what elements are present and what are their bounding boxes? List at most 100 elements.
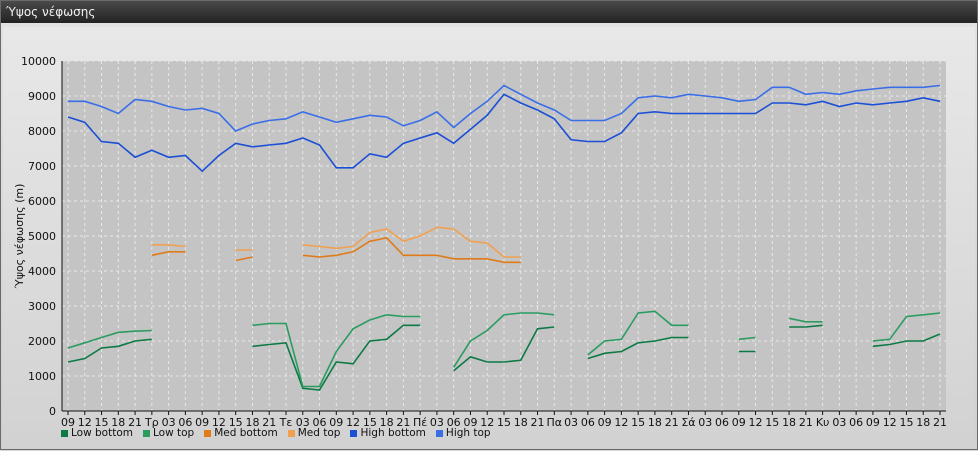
- y-tick-label: 5000: [28, 230, 56, 243]
- series-line-low-top: [453, 312, 555, 368]
- x-tick-label: 09: [329, 416, 343, 429]
- y-tick-label: 10000: [21, 55, 56, 68]
- x-tick-label: 03: [564, 416, 578, 429]
- x-tick-label: 03: [698, 416, 712, 429]
- x-tick-label: 06: [178, 416, 192, 429]
- x-tick-label: 18: [514, 416, 528, 429]
- x-tick-label: Τρ: [144, 416, 159, 429]
- legend-label: High top: [445, 427, 491, 439]
- x-tick-label: 09: [732, 416, 746, 429]
- series-line-low-top: [788, 317, 823, 323]
- x-tick-label: Κυ: [816, 416, 830, 429]
- x-tick-label: 15: [95, 416, 109, 429]
- legend-item[interactable]: Low top: [143, 427, 194, 439]
- y-tick-label: 8000: [28, 125, 56, 138]
- x-tick-label: 18: [782, 416, 796, 429]
- x-tick-label: 15: [363, 416, 377, 429]
- x-tick-label: 21: [128, 416, 142, 429]
- x-tick-label: 12: [749, 416, 763, 429]
- x-tick-label: 18: [111, 416, 125, 429]
- series-line-high-top: [68, 84, 941, 132]
- x-tick-label: 09: [598, 416, 612, 429]
- x-tick-label: 15: [765, 416, 779, 429]
- x-tick-label: 12: [614, 416, 628, 429]
- x-tick-label: 12: [212, 416, 226, 429]
- series-line-low-top: [872, 312, 941, 342]
- x-tick-label: Σά: [681, 416, 695, 429]
- legend-swatch: [350, 429, 358, 437]
- x-tick-label: 21: [665, 416, 679, 429]
- x-tick-label: 03: [832, 416, 846, 429]
- y-tick-label: 9000: [28, 90, 56, 103]
- legend-swatch: [61, 429, 68, 437]
- series-line-low-bottom: [587, 336, 689, 360]
- legend-item[interactable]: High bottom: [350, 427, 426, 439]
- legend-item[interactable]: Low bottom: [61, 427, 133, 439]
- series-line-med-bottom: [302, 236, 521, 264]
- legend-label: Med bottom: [214, 427, 278, 439]
- legend-item[interactable]: Med top: [287, 427, 341, 439]
- x-tick-label: 21: [799, 416, 813, 429]
- x-tick-label: 09: [195, 416, 209, 429]
- x-tick-label: 18: [648, 416, 662, 429]
- y-tick-label: 0: [49, 405, 56, 418]
- series-line-med-bottom: [235, 256, 253, 262]
- x-tick-label: 18: [245, 416, 259, 429]
- x-tick-label: 03: [296, 416, 310, 429]
- x-tick-label: 21: [531, 416, 545, 429]
- x-tick-label: Πα: [547, 416, 563, 429]
- legend-label: Med top: [297, 427, 341, 439]
- legend-swatch: [204, 429, 212, 437]
- x-tick-label: 06: [849, 416, 863, 429]
- series-line-med-top: [151, 244, 186, 248]
- chart-legend: Low bottom Low top Med bottom Med top High b…: [61, 427, 491, 439]
- x-tick-label: Τε: [279, 416, 293, 429]
- x-tick-label: 15: [631, 416, 645, 429]
- x-tick-label: 15: [899, 416, 913, 429]
- series-line-med-top: [302, 226, 521, 258]
- legend-label: Low top: [153, 427, 195, 439]
- series-line-low-bottom: [252, 324, 421, 391]
- x-tick-label: Πέ: [413, 416, 427, 429]
- y-tick-label: 3000: [28, 300, 56, 313]
- x-tick-label: 12: [883, 416, 897, 429]
- x-tick-label: 06: [447, 416, 461, 429]
- legend-item[interactable]: High top: [435, 427, 491, 439]
- x-tick-label: 09: [61, 416, 75, 429]
- y-tick-label: 1000: [28, 370, 56, 383]
- x-tick-label: 18: [916, 416, 930, 429]
- series-line-low-bottom: [453, 326, 555, 372]
- series-line-high-bottom: [67, 93, 941, 173]
- x-tick-label: 15: [229, 416, 243, 429]
- legend-label: Low bottom: [71, 427, 133, 439]
- series-line-low-bottom: [789, 324, 823, 328]
- y-tick-label: 7000: [28, 160, 56, 173]
- x-tick-label: 06: [581, 416, 595, 429]
- series-line-low-top: [67, 329, 152, 349]
- x-tick-label: 12: [480, 416, 494, 429]
- legend-swatch: [287, 429, 295, 437]
- series-line-low-bottom: [67, 338, 152, 363]
- legend-item[interactable]: Med bottom: [204, 427, 278, 439]
- x-tick-label: 21: [262, 416, 276, 429]
- series-line-low-bottom: [872, 333, 941, 348]
- y-tick-label: 4000: [28, 265, 56, 278]
- y-tick-label: 6000: [28, 195, 56, 208]
- x-tick-label: 03: [430, 416, 444, 429]
- legend-label: High bottom: [360, 427, 426, 439]
- series-line-med-bottom: [151, 251, 186, 257]
- window-title: Ύψος νέφωσης: [1, 1, 977, 23]
- y-axis-label: Ύψος νέφωσης (m): [13, 184, 26, 290]
- legend-swatch: [435, 429, 443, 437]
- series-line-low-top: [587, 310, 689, 356]
- x-tick-label: 21: [396, 416, 410, 429]
- x-tick-label: 12: [346, 416, 360, 429]
- series-line-low-top: [252, 313, 421, 388]
- series-line-low-top: [738, 336, 756, 341]
- x-tick-label: 12: [78, 416, 92, 429]
- x-tick-label: 06: [313, 416, 327, 429]
- x-tick-label: 06: [715, 416, 729, 429]
- x-tick-label: 21: [933, 416, 947, 429]
